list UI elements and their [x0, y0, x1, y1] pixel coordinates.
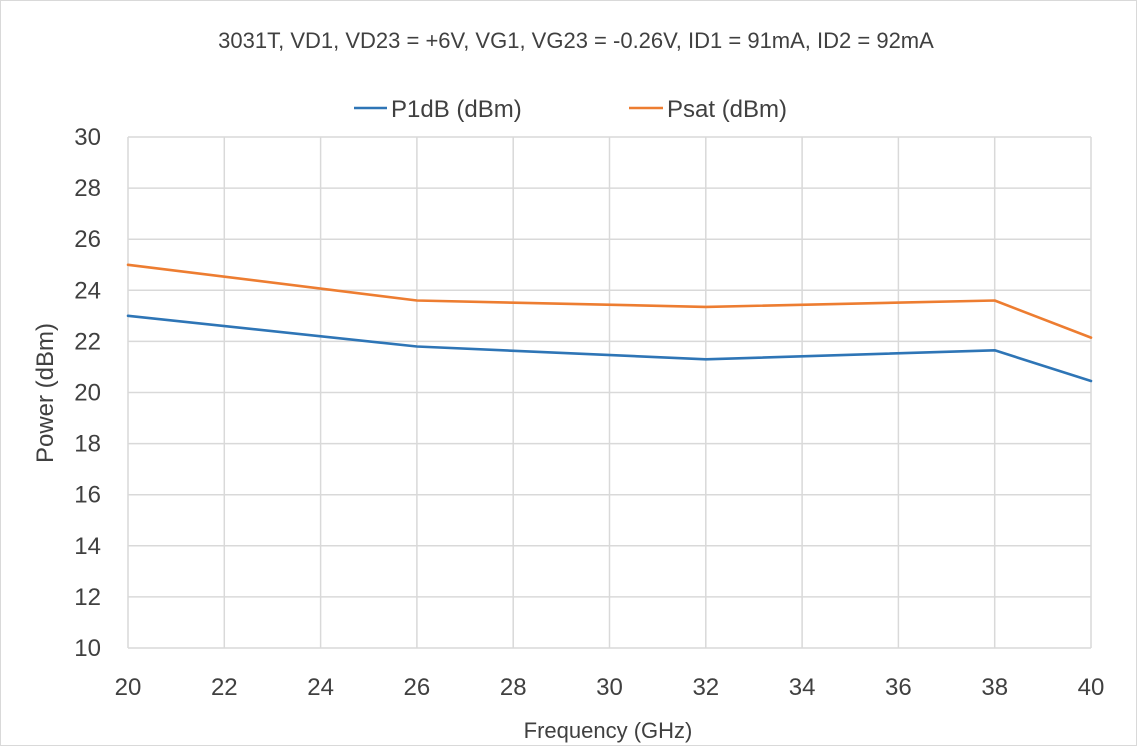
legend-label-p1db: P1dB (dBm): [391, 96, 522, 123]
x-tick-label: 24: [307, 674, 334, 701]
y-tick-label: 16: [74, 482, 101, 509]
y-tick-label: 10: [74, 635, 101, 662]
y-tick-label: 22: [74, 328, 101, 355]
x-tick-label: 32: [692, 674, 719, 701]
y-axis-ticks: 10 12 14 16 18 20 22 24 26 28 30: [74, 124, 101, 662]
series-line-p1db: [126, 314, 1093, 383]
y-tick-label: 12: [74, 584, 101, 611]
legend-label-psat: Psat (dBm): [667, 96, 787, 123]
x-tick-label: 30: [596, 674, 623, 701]
y-tick-label: 18: [74, 431, 101, 458]
y-tick-label: 28: [74, 175, 101, 202]
series-line-psat: [126, 263, 1093, 339]
x-tick-label: 26: [404, 674, 431, 701]
gridlines: [127, 136, 1092, 649]
series-layer: [126, 263, 1093, 383]
x-tick-label: 28: [500, 674, 527, 701]
y-tick-label: 14: [74, 533, 101, 560]
x-tick-label: 20: [115, 674, 142, 701]
x-axis-ticks: 20 22 24 26 28 30 32 34 36 38 40: [115, 674, 1105, 701]
chart-title: 3031T, VD1, VD23 = +6V, VG1, VG23 = -0.2…: [218, 28, 934, 53]
x-tick-label: 40: [1078, 674, 1105, 701]
y-tick-label: 24: [74, 277, 101, 304]
y-axis-label: Power (dBm): [32, 323, 59, 463]
x-axis-label: Frequency (GHz): [524, 718, 693, 743]
x-tick-label: 22: [211, 674, 238, 701]
x-tick-label: 36: [885, 674, 912, 701]
y-tick-label: 26: [74, 226, 101, 253]
x-tick-label: 38: [981, 674, 1008, 701]
x-tick-label: 34: [789, 674, 816, 701]
y-tick-label: 20: [74, 380, 101, 407]
y-tick-label: 30: [74, 124, 101, 151]
legend: P1dB (dBm) Psat (dBm): [354, 96, 787, 123]
